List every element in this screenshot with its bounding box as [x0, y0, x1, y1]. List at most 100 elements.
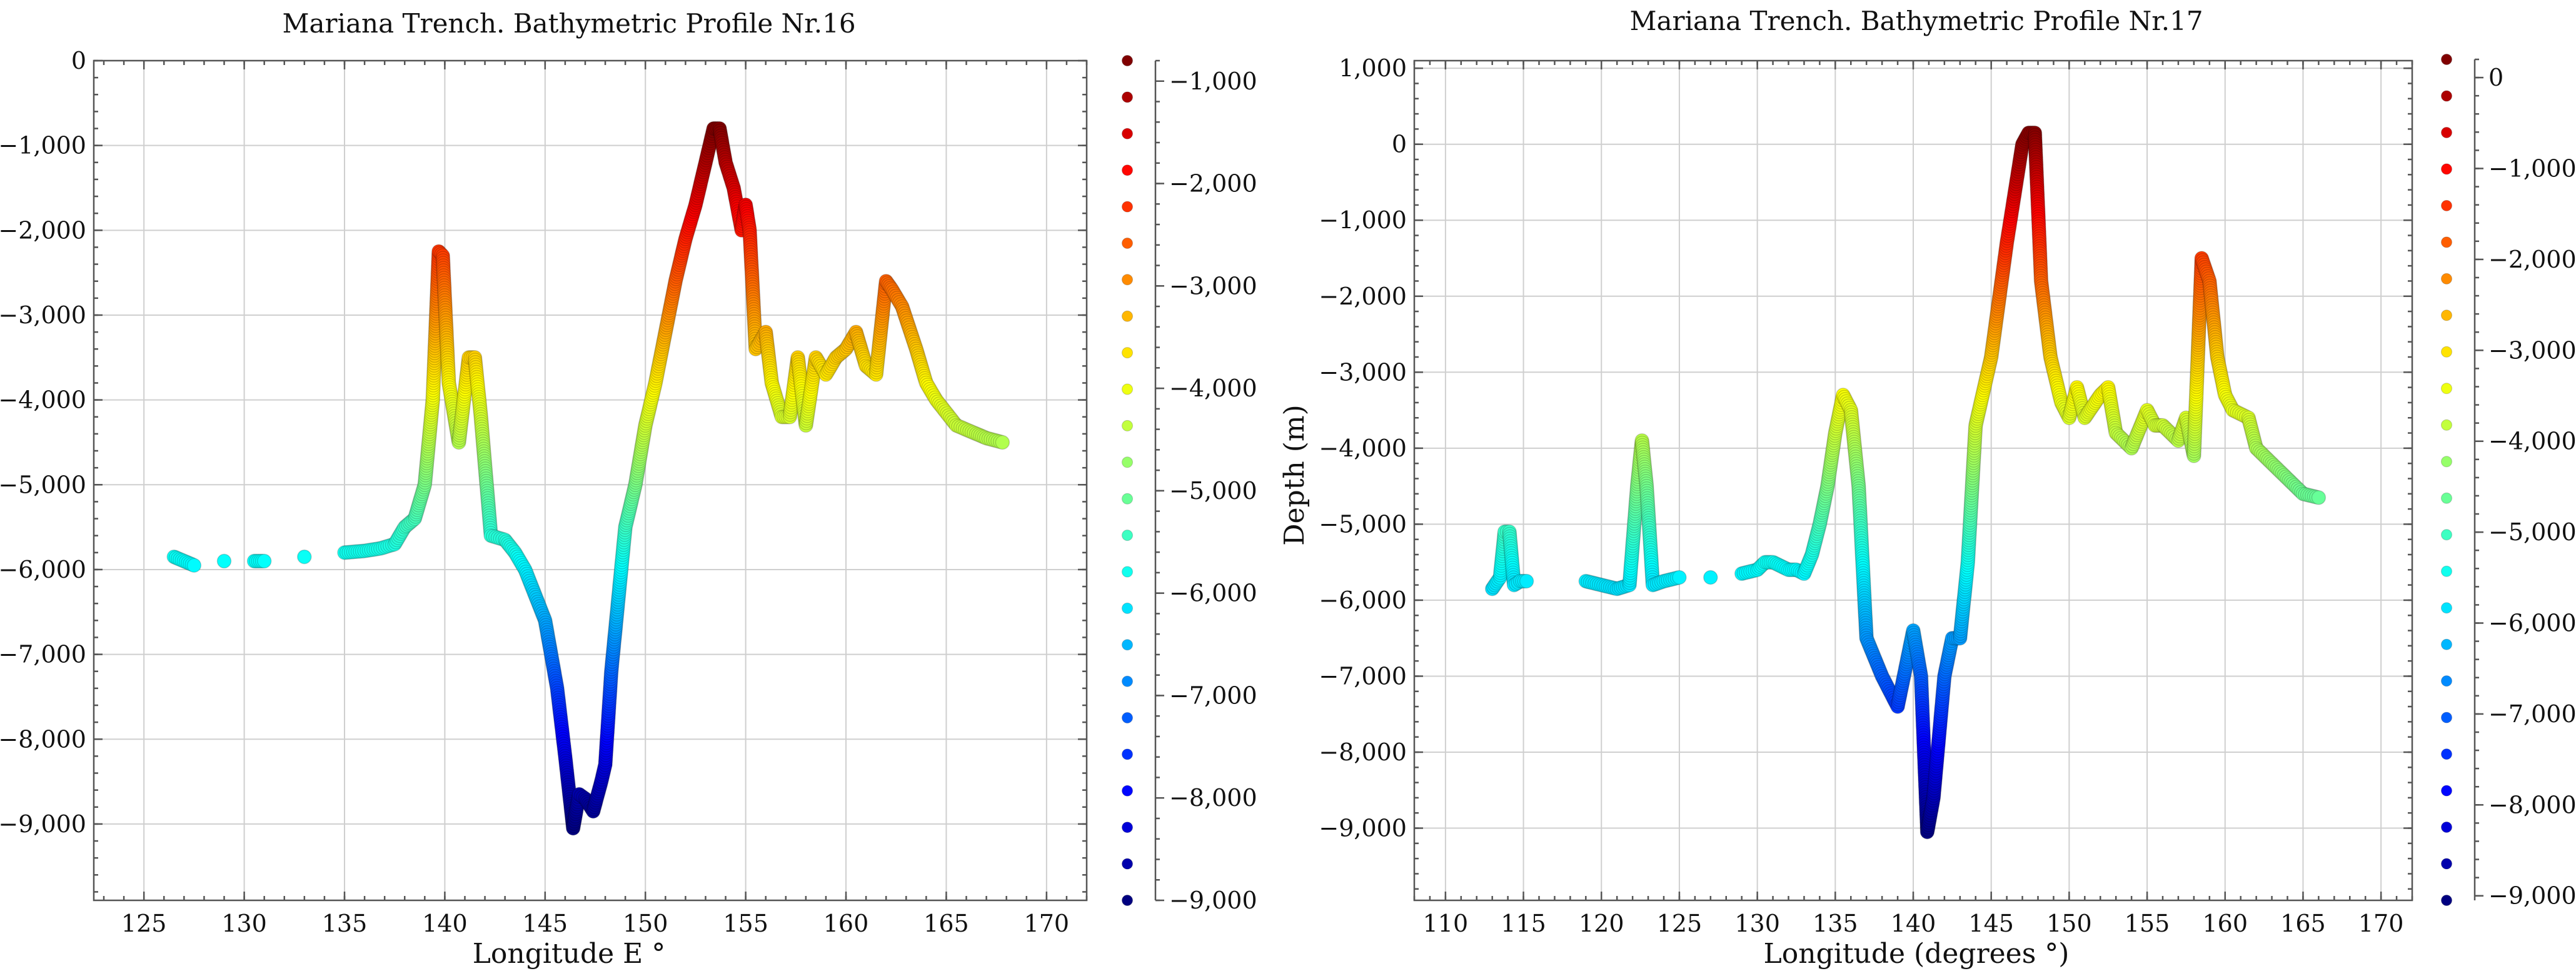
colorbar-swatch [1122, 493, 1133, 505]
colorbar-tick-label-left: −8,000 [1169, 784, 1257, 812]
colorbar-swatch [1122, 128, 1133, 139]
y-tick-label-left: −9,000 [0, 810, 86, 838]
y-tick-label-left: −4,000 [0, 386, 86, 414]
colorbar-swatch [1122, 895, 1133, 906]
y-tick-label-right: −6,000 [1319, 586, 1407, 614]
colorbar-swatch [2441, 712, 2452, 723]
x-tick-label-left: 160 [823, 910, 869, 937]
colorbar-swatch [1122, 822, 1133, 833]
chart-title-right: Mariana Trench. Bathymetric Profile Nr.1… [1629, 6, 2203, 36]
data-point [1703, 570, 1718, 585]
x-tick-label-left: 140 [422, 910, 468, 937]
x-tick-label-left: 125 [121, 910, 167, 937]
x-tick-label-right: 140 [1891, 910, 1936, 937]
x-tick-label-right: 145 [1968, 910, 2014, 937]
colorbar-swatch [1122, 55, 1133, 66]
y-tick-label-right: −7,000 [1319, 662, 1407, 690]
y-tick-label-right: −3,000 [1319, 358, 1407, 386]
y-tick-label-left: −3,000 [0, 301, 86, 329]
x-tick-label-right: 135 [1813, 910, 1858, 937]
colorbar-swatch [1122, 201, 1133, 213]
x-tick-label-right: 125 [1657, 910, 1703, 937]
data-point [1519, 573, 1534, 589]
data-point [216, 553, 232, 569]
plot-frame-left [93, 59, 1088, 902]
colorbar-tick-label-left: −6,000 [1169, 580, 1257, 607]
colorbar-swatch [1122, 785, 1133, 797]
x-tick-label-right: 155 [2125, 910, 2170, 937]
colorbar-swatch [2441, 822, 2452, 833]
colorbar-swatch [2441, 419, 2452, 431]
colorbar-tick-label-right: −3,000 [2488, 336, 2576, 364]
colorbar-tick-label-right: −5,000 [2488, 518, 2576, 546]
data-point [297, 549, 312, 565]
colorbar-tick-label-left: −4,000 [1169, 375, 1257, 402]
x-tick-label-left: 170 [1024, 910, 1070, 937]
x-tick-label-left: 155 [723, 910, 768, 937]
grid-left [94, 60, 1087, 900]
colorbar-tick-label-left: −3,000 [1169, 272, 1257, 299]
colorbar-tick-label-right: 0 [2488, 64, 2503, 91]
colorbar-swatch [1122, 164, 1133, 176]
points-right [1484, 125, 2327, 840]
x-tick-label-right: 110 [1423, 910, 1469, 937]
x-tick-label-left: 145 [523, 910, 568, 937]
y-tick-label-left: −8,000 [0, 725, 86, 753]
colorbar-swatch [2441, 309, 2452, 321]
data-point [256, 553, 272, 569]
chart-title-left: Mariana Trench. Bathymetric Profile Nr.1… [282, 8, 855, 39]
y-tick-label-left: −1,000 [0, 132, 86, 159]
colorbar-swatch [2441, 346, 2452, 358]
data-point [1672, 570, 1687, 585]
colorbar-swatch [2441, 492, 2452, 504]
colorbar-swatch [2441, 895, 2452, 906]
colorbar-tick-label-left: −7,000 [1169, 682, 1257, 709]
colorbar-tick-label-right: −8,000 [2488, 791, 2576, 818]
x-tick-label-right: 120 [1579, 910, 1624, 937]
colorbar-swatch [2441, 236, 2452, 248]
grid-right [1414, 61, 2412, 900]
axes-left: 125 130 135 140 145 150 155 160 165 170 0 −1,000 −2,… [0, 47, 1088, 937]
colorbar-swatch [1122, 639, 1133, 651]
x-tick-label-left: 135 [322, 910, 368, 937]
colorbar-tick-label-right: −2,000 [2488, 246, 2576, 273]
colorbar-swatch [1122, 347, 1133, 359]
colorbar-swatch [2441, 383, 2452, 395]
colorbar-swatch [1122, 456, 1133, 468]
colorbar-swatch [1122, 675, 1133, 687]
data-point [186, 558, 202, 573]
y-tick-label-left: −7,000 [0, 641, 86, 668]
colorbar-swatch [1122, 238, 1133, 249]
colorbar-swatch [1122, 602, 1133, 614]
colorbar-swatch [2441, 602, 2452, 614]
colorbar-tick-label-right: −6,000 [2488, 610, 2576, 637]
colorbar-tick-label-left: −9,000 [1169, 887, 1257, 914]
y-tick-label-right: 1,000 [1339, 54, 1407, 82]
colorbar-swatch [2441, 199, 2452, 211]
y-axis-label-right: Depth (m) [1279, 405, 1311, 546]
data-point [995, 435, 1010, 450]
x-tick-label-right: 130 [1734, 910, 1780, 937]
y-tick-label-left: −6,000 [0, 556, 86, 583]
colorbar-tick-label-left: −1,000 [1169, 68, 1257, 95]
y-tick-label-left: 0 [71, 47, 86, 74]
colorbar-swatch [2441, 675, 2452, 687]
y-tick-label-left: −5,000 [0, 471, 86, 498]
colorbar-swatch [1122, 748, 1133, 760]
y-tick-label-left: −2,000 [0, 216, 86, 244]
colorbar-right: 0 −1,000 −2,000 −3,000 −4,000 −5,000 −6,000 −7,… [2441, 54, 2576, 910]
x-tick-label-left: 165 [923, 910, 969, 937]
x-tick-label-right: 165 [2280, 910, 2326, 937]
colorbar-swatch [1122, 530, 1133, 541]
colorbar-swatch [1122, 712, 1133, 723]
colorbar-swatch [1122, 274, 1133, 286]
colorbar-swatch [2441, 529, 2452, 541]
colorbar-tick-label-right: −4,000 [2488, 428, 2576, 455]
colorbar-tick-label-right: −7,000 [2488, 700, 2576, 728]
colorbar-swatch [2441, 163, 2452, 175]
colorbar-swatch [2441, 785, 2452, 797]
colorbar-swatch [1122, 566, 1133, 578]
colorbar-swatch [2441, 748, 2452, 760]
colorbar-swatch [2441, 54, 2452, 65]
